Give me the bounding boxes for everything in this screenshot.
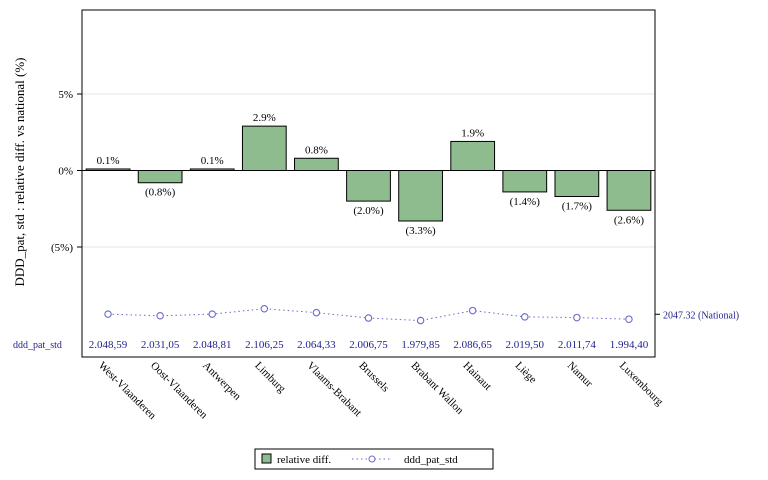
plot-frame bbox=[81, 9, 656, 358]
y-tick-label: 0% bbox=[58, 166, 73, 178]
value-cell: 2.106,25 bbox=[245, 339, 284, 351]
value-cell: 2.006,75 bbox=[349, 339, 388, 351]
data-point bbox=[468, 306, 477, 315]
legend-label-ddd-pat-std: ddd_pat_std bbox=[404, 454, 458, 466]
data-point bbox=[208, 310, 216, 318]
bar-data-label: (0.8%) bbox=[145, 187, 176, 199]
gridlines bbox=[82, 93, 655, 248]
value-cell: 2.011,74 bbox=[558, 339, 597, 351]
bar-data-label: 0.1% bbox=[97, 155, 120, 167]
bar bbox=[450, 140, 496, 171]
value-cell: 2.031,05 bbox=[141, 339, 180, 351]
y-axis-label: DDD_pat, std : relative diff. vs nationa… bbox=[12, 57, 27, 286]
value-cell: 2.086,65 bbox=[453, 339, 492, 351]
bar bbox=[346, 170, 391, 202]
data-point bbox=[156, 312, 164, 320]
y-tick-label: 5% bbox=[58, 89, 73, 101]
bar bbox=[241, 125, 287, 171]
bar-data-label: 0.1% bbox=[201, 155, 224, 167]
bar bbox=[502, 170, 548, 193]
value-cell: 1.994,40 bbox=[610, 339, 649, 351]
data-point bbox=[312, 308, 321, 317]
bar-data-label: (1.4%) bbox=[510, 196, 541, 208]
bar bbox=[606, 170, 652, 211]
bar-data-label: 0.8% bbox=[305, 144, 328, 156]
data-point bbox=[573, 313, 581, 322]
bar-data-label: (3.3%) bbox=[405, 225, 436, 237]
bar-data-label: 2.9% bbox=[253, 112, 276, 124]
y-axis: 5% 0% (5%) bbox=[51, 89, 82, 254]
value-row-label: ddd_pat_std bbox=[13, 340, 62, 351]
value-cell: 1.979,85 bbox=[401, 339, 440, 351]
ddd-pat-std-line bbox=[104, 304, 660, 325]
bar-data-label: (1.7%) bbox=[562, 201, 593, 213]
data-point bbox=[521, 313, 529, 321]
value-cell: 2.064,33 bbox=[297, 339, 336, 351]
value-row: 2.048,59 2.031,05 2.048,81 2.106,25 2.064,33… bbox=[89, 339, 649, 351]
data-point bbox=[625, 315, 633, 323]
bar bbox=[398, 170, 443, 222]
legend-swatch-bar bbox=[261, 453, 272, 464]
bar bbox=[137, 170, 183, 184]
legend-marker bbox=[368, 455, 376, 463]
value-cell: 2.048,59 bbox=[89, 339, 128, 351]
bar-data-label: (2.6%) bbox=[614, 214, 645, 226]
bar-data-label: 1.9% bbox=[461, 127, 484, 139]
legend-label-relative-diff: relative diff. bbox=[277, 454, 331, 466]
bar bbox=[294, 157, 339, 171]
data-point bbox=[364, 314, 373, 322]
data-point bbox=[260, 304, 269, 313]
bar bbox=[554, 170, 600, 198]
data-point bbox=[104, 310, 112, 318]
bar-labels: 0.1% (0.8%) 0.1% 2.9% 0.8% (2.0%) (3.3%) 1.9% (1… bbox=[97, 112, 645, 237]
legend: relative diff. ddd_pat_std bbox=[254, 448, 494, 470]
y-tick-label: (5%) bbox=[51, 242, 73, 254]
value-cell: 2.048,81 bbox=[193, 339, 232, 351]
value-cell: 2.019,50 bbox=[506, 339, 545, 351]
bar-data-label: (2.0%) bbox=[353, 205, 384, 217]
national-reference-label: 2047.32 (National) bbox=[663, 310, 739, 321]
data-point bbox=[416, 316, 425, 325]
